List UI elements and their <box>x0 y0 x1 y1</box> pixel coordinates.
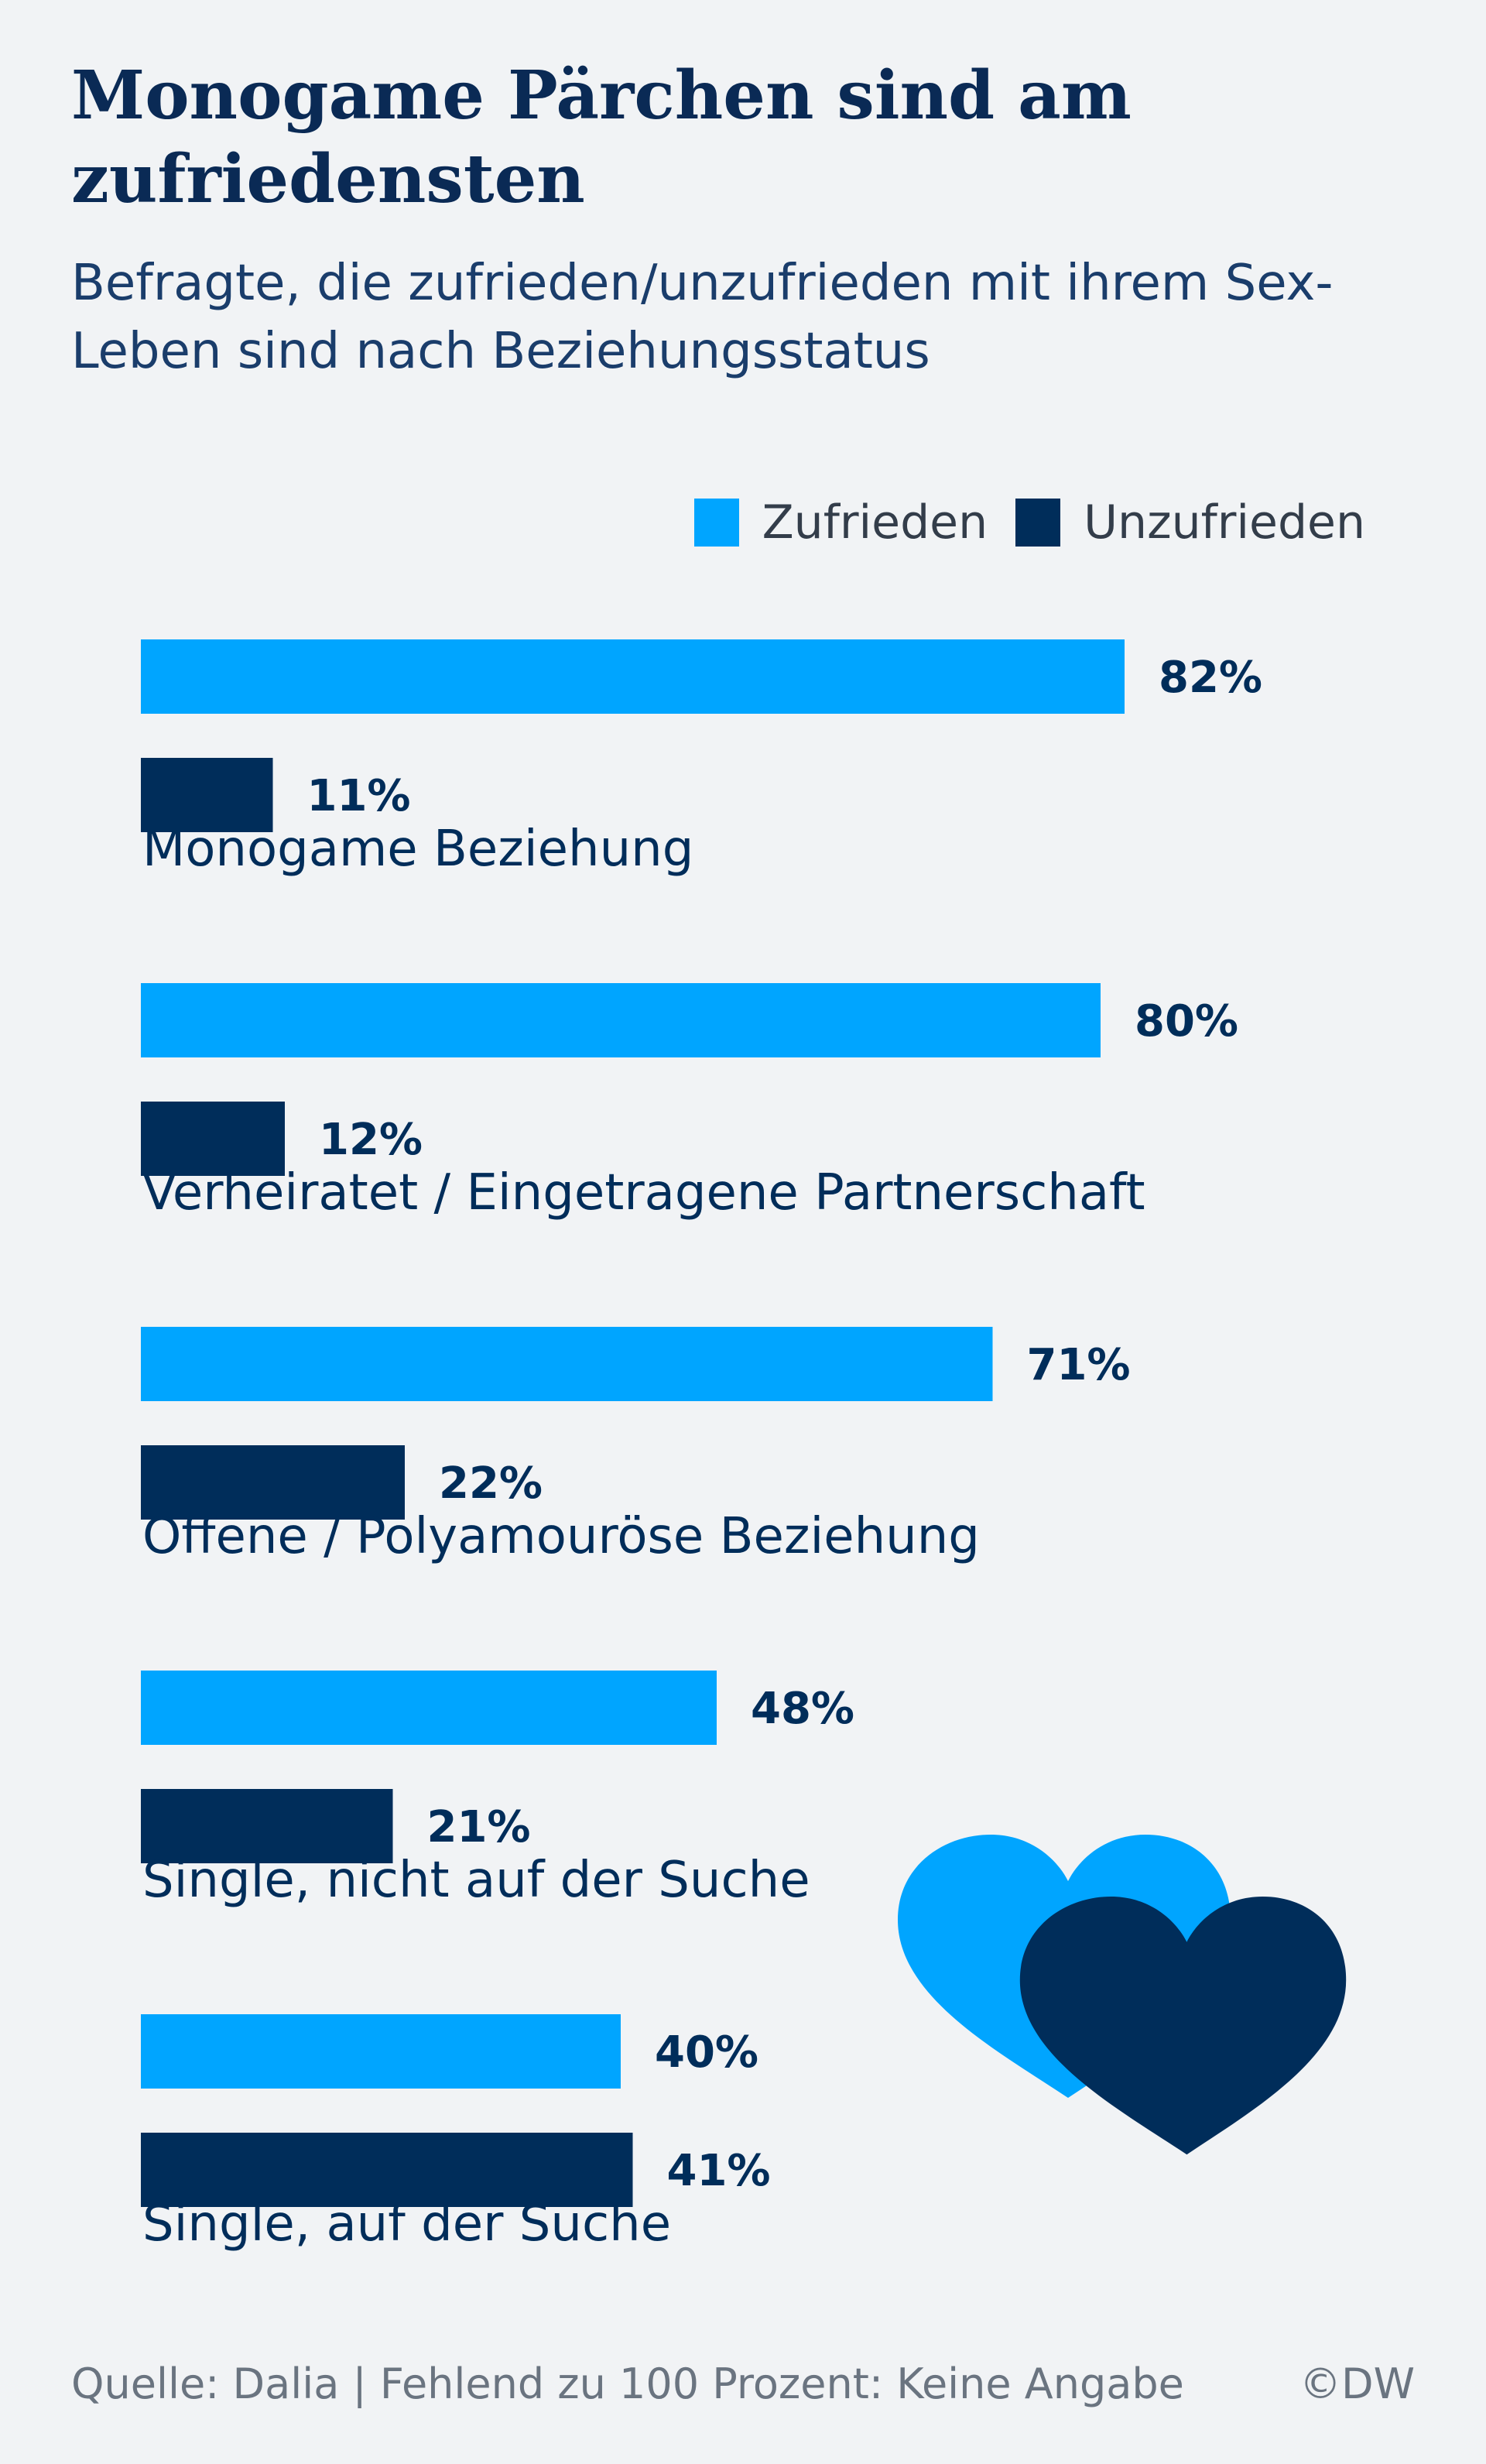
bar-unzufrieden-3 <box>141 1445 405 1520</box>
chart-title: Monogame Pärchen sind am zufriedensten <box>71 57 1132 218</box>
legend-swatch-zufrieden <box>693 499 739 547</box>
bar-unzufrieden-4 <box>141 1789 393 1863</box>
data-label-zufrieden-3: 71% <box>1027 1340 1131 1390</box>
bar-zufrieden-4 <box>141 1671 717 1745</box>
category-label-3: Offene / Polyamouröse Beziehung <box>142 1508 980 1565</box>
bar-zufrieden-3 <box>141 1327 993 1401</box>
bar-unzufrieden-5 <box>141 2133 633 2207</box>
data-label-zufrieden-2: 80% <box>1135 996 1238 1047</box>
bar-unzufrieden-2 <box>141 1102 285 1176</box>
data-label-unzufrieden-4: 21% <box>427 1802 531 1852</box>
data-label-zufrieden-4: 48% <box>751 1684 854 1734</box>
data-label-unzufrieden-2: 12% <box>319 1115 423 1165</box>
legend-swatch-unzufrieden <box>1015 499 1061 547</box>
hearts-illustration <box>898 1835 1347 2155</box>
legend: Zufrieden Unzufrieden <box>666 495 1365 550</box>
data-label-unzufrieden-5: 41% <box>667 2146 771 2196</box>
bar-zufrieden-5 <box>141 2014 621 2089</box>
legend-label-unzufrieden: Unzufrieden <box>1084 495 1365 550</box>
legend-label-zufrieden: Zufrieden <box>762 495 988 550</box>
bar-chart: 82% 11%Monogame Beziehung 80% 12%Verheirate… <box>141 639 1262 2253</box>
credit: ©DW <box>1299 2359 1415 2408</box>
data-label-zufrieden-1: 82% <box>1159 653 1262 703</box>
category-label-2: Verheiratet / Eingetragene Partnerschaft <box>142 1164 1145 1222</box>
category-label-1: Monogame Beziehung <box>142 821 693 878</box>
chart-subtitle: Befragte, die zufrieden/unzufrieden mit … <box>71 255 1334 380</box>
data-label-unzufrieden-3: 22% <box>439 1458 543 1509</box>
bar-unzufrieden-1 <box>141 758 273 832</box>
heart-icon-dark <box>1019 1897 1347 2155</box>
legend-item-unzufrieden: Unzufrieden <box>1015 495 1365 550</box>
data-label-zufrieden-5: 40% <box>655 2027 758 2078</box>
source-note: Quelle: Dalia | Fehlend zu 100 Prozent: … <box>71 2359 1184 2408</box>
category-label-5: Single, auf der Suche <box>142 2195 671 2253</box>
legend-item-zufrieden: Zufrieden <box>693 495 988 550</box>
bar-zufrieden-2 <box>141 983 1101 1057</box>
bar-zufrieden-1 <box>141 639 1125 714</box>
data-label-unzufrieden-1: 11% <box>307 771 411 821</box>
footer: Quelle: Dalia | Fehlend zu 100 Prozent: … <box>71 2359 1415 2408</box>
category-label-4: Single, nicht auf der Suche <box>142 1852 810 1909</box>
